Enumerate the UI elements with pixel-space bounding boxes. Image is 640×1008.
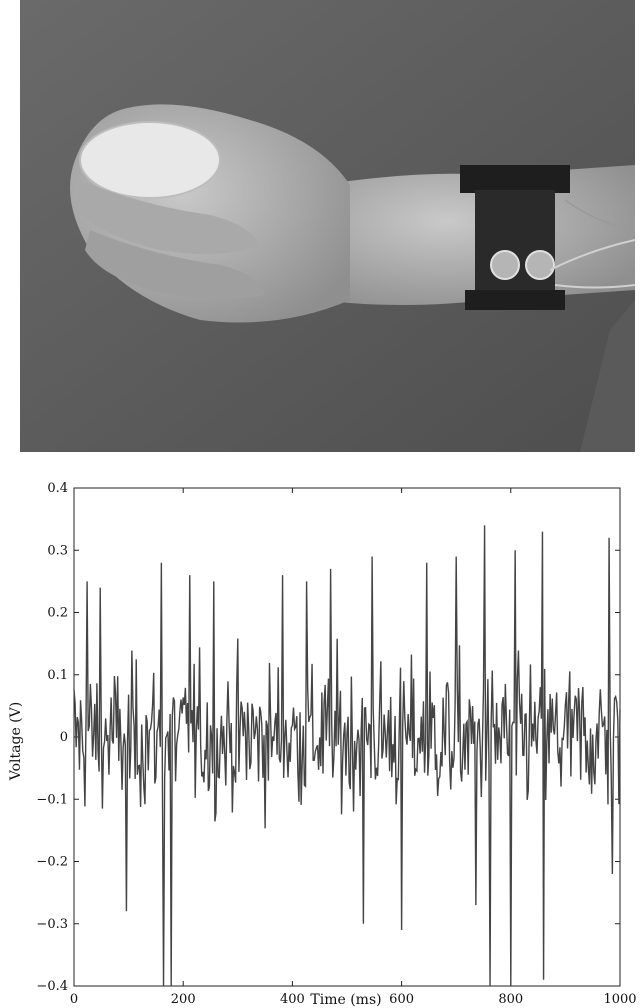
- wrist-band: [460, 165, 570, 193]
- x-axis-label: Time (ms): [310, 992, 381, 1008]
- x-tick-label: 400: [280, 992, 305, 1007]
- x-tick-label: 200: [171, 992, 196, 1007]
- y-tick-label: 0: [60, 730, 68, 745]
- y-tick-label: 0.3: [47, 543, 68, 558]
- voltage-series-line: [74, 525, 620, 986]
- x-tick-label: 600: [389, 992, 414, 1007]
- x-tick-label: 1000: [603, 992, 636, 1007]
- x-tick-label: 0: [70, 992, 78, 1007]
- y-tick-label: −0.1: [36, 792, 68, 807]
- y-axis-label: Voltage (V): [8, 702, 24, 781]
- voltage-time-chart: 0 200 400 600 800 1000 −0.4 −0.3 −0.2 −0.1 0 0.1 0.2…: [0, 466, 640, 1008]
- y-tick-label: 0.1: [47, 668, 68, 683]
- wrist-sensor-photo: [20, 0, 635, 452]
- y-tick-label: 0.4: [47, 481, 68, 496]
- ball-shape: [80, 122, 220, 198]
- sensor-electrode: [491, 251, 519, 279]
- y-tick-label: −0.2: [36, 855, 68, 870]
- y-tick-label: 0.2: [47, 606, 68, 621]
- chart-series-layer: [74, 525, 620, 986]
- y-tick-label: −0.3: [36, 917, 68, 932]
- y-tick-label: −0.4: [36, 979, 68, 994]
- x-tick-label: 800: [498, 992, 523, 1007]
